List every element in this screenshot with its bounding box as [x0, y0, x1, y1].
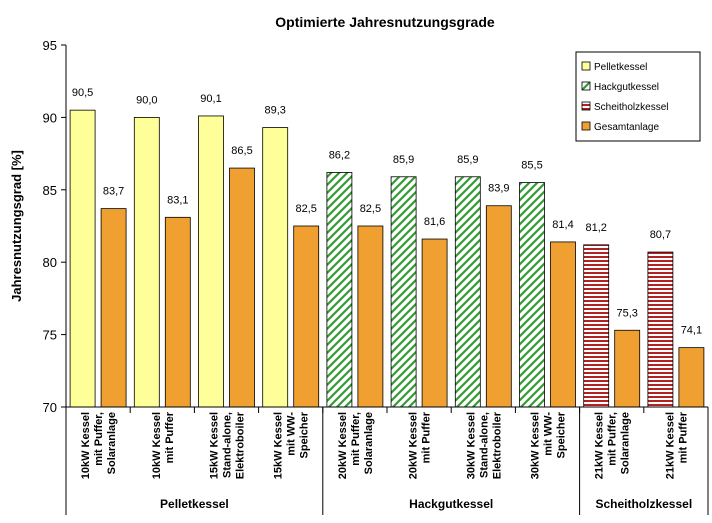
data-label: 85,9: [457, 154, 478, 166]
category-label: 20kW Kessel: [337, 412, 349, 479]
data-label: 83,1: [167, 194, 188, 206]
legend-label: Scheitholzkessel: [594, 102, 668, 113]
data-label: 90,0: [136, 94, 157, 106]
legend-swatch: [581, 61, 591, 71]
chart-title: Optimierte Jahresnutzungsgrade: [275, 14, 495, 30]
category-label: mit Puffer: [164, 411, 176, 463]
category-label: 15kW Kessel: [273, 412, 285, 479]
category-label: 21kW Kessel: [664, 412, 676, 479]
y-tick-label: 90: [43, 110, 57, 125]
bar-pelletkessel: [198, 115, 224, 408]
data-label: 86,5: [231, 145, 252, 157]
category-label: 30kW Kessel: [530, 412, 542, 479]
legend-swatch: [581, 101, 591, 111]
bar-gesamtanlage: [550, 241, 576, 408]
bar-gesamtanlage: [678, 347, 705, 408]
category-label: mit Puffer,: [93, 412, 105, 466]
bar-gesamtanlage: [100, 208, 127, 408]
bar-pelletkessel: [69, 109, 96, 408]
category-label: 10kW Kessel: [80, 412, 92, 479]
category-label: mit Puffer: [677, 411, 689, 463]
bar-gesamtanlage: [293, 225, 320, 408]
category-label: Solaranlage: [620, 412, 632, 474]
category-label: mit Puffer,: [350, 412, 362, 466]
category-label: mit WW-: [286, 412, 298, 456]
data-label: 82,5: [295, 203, 316, 215]
data-label: 85,5: [521, 160, 542, 172]
legend-swatch: [581, 121, 591, 131]
category-label: Solaranlage: [106, 412, 118, 474]
y-tick-label: 75: [43, 328, 57, 343]
data-label: 90,5: [72, 87, 93, 99]
data-label: 89,3: [264, 105, 285, 117]
category-label: 30kW Kessel: [465, 412, 477, 479]
bar-gesamtanlage: [614, 329, 641, 408]
group-label: Hackgutkessel: [409, 497, 493, 511]
category-label: 15kW Kessel: [209, 412, 221, 479]
data-label: 81,4: [552, 219, 573, 231]
y-axis-label: Jahresnutzungsgrad [%]: [9, 150, 24, 302]
category-label: Elektroboiler: [235, 411, 247, 479]
category-label: 20kW Kessel: [408, 412, 420, 479]
y-tick-label: 80: [43, 255, 57, 270]
data-label: 81,6: [424, 216, 445, 228]
bar-gesamtanlage: [164, 216, 191, 408]
y-tick-label: 95: [43, 38, 57, 53]
data-label: 86,2: [329, 149, 350, 161]
data-label: 90,1: [200, 93, 221, 105]
category-label: 21kW Kessel: [594, 412, 606, 479]
category-label: Solaranlage: [363, 412, 375, 474]
bar-pelletkessel: [133, 117, 160, 408]
data-label: 74,1: [681, 325, 702, 337]
category-label: Stand-alone,: [478, 412, 490, 478]
category-label: Speicher: [299, 411, 311, 458]
bar-hackgutkessel: [519, 182, 545, 408]
data-label: 82,5: [360, 203, 381, 215]
category-label: Speicher: [556, 411, 568, 458]
data-label: 83,9: [488, 183, 509, 195]
bar-gesamtanlage: [485, 205, 512, 408]
bar-scheitholzkessel: [647, 251, 674, 408]
legend-swatch: [581, 81, 591, 91]
category-label: mit Puffer,: [607, 412, 619, 466]
bar-gesamtanlage: [229, 167, 255, 408]
category-label: mit Puffer: [421, 411, 433, 463]
bar-scheitholzkessel: [583, 244, 610, 408]
bar-gesamtanlage: [357, 225, 384, 408]
data-label: 75,3: [616, 307, 637, 319]
bar-hackgutkessel: [326, 172, 353, 408]
category-label: Stand-alone,: [222, 412, 234, 478]
bars: 90,5 83,7 90,0 83,1 90,1 86,5 89,3 82,5 86,2 82,5…: [69, 87, 705, 408]
legend-label: Hackgutkessel: [594, 82, 659, 93]
x-axis: 10kW Kessel mit Puffer, Solaranlage 10kW Ke…: [65, 406, 709, 515]
legend-label: Pelletkessel: [594, 62, 647, 73]
legend-label: Gesamtanlage: [594, 122, 659, 133]
bar-gesamtanlage: [421, 238, 448, 408]
bar-pelletkessel: [262, 127, 289, 408]
data-label: 80,7: [650, 229, 671, 241]
bar-hackgutkessel: [454, 176, 481, 408]
group-label: Scheitholzkessel: [595, 497, 692, 511]
data-label: 85,9: [393, 154, 414, 166]
y-tick-label: 70: [43, 400, 57, 415]
category-label: 10kW Kessel: [151, 412, 163, 479]
data-label: 81,2: [585, 222, 606, 234]
category-label: Elektroboiler: [491, 411, 503, 479]
group-label: Pelletkessel: [160, 497, 229, 511]
y-tick-label: 85: [43, 183, 57, 198]
category-label: mit WW-: [543, 412, 555, 456]
data-label: 83,7: [103, 186, 124, 198]
legend-box: [575, 51, 701, 142]
y-axis: 70 75 80 85 90 95: [43, 38, 67, 415]
legend: Pelletkessel Hackgutkessel Scheitholzkesse…: [575, 51, 701, 142]
bar-hackgutkessel: [390, 176, 417, 408]
